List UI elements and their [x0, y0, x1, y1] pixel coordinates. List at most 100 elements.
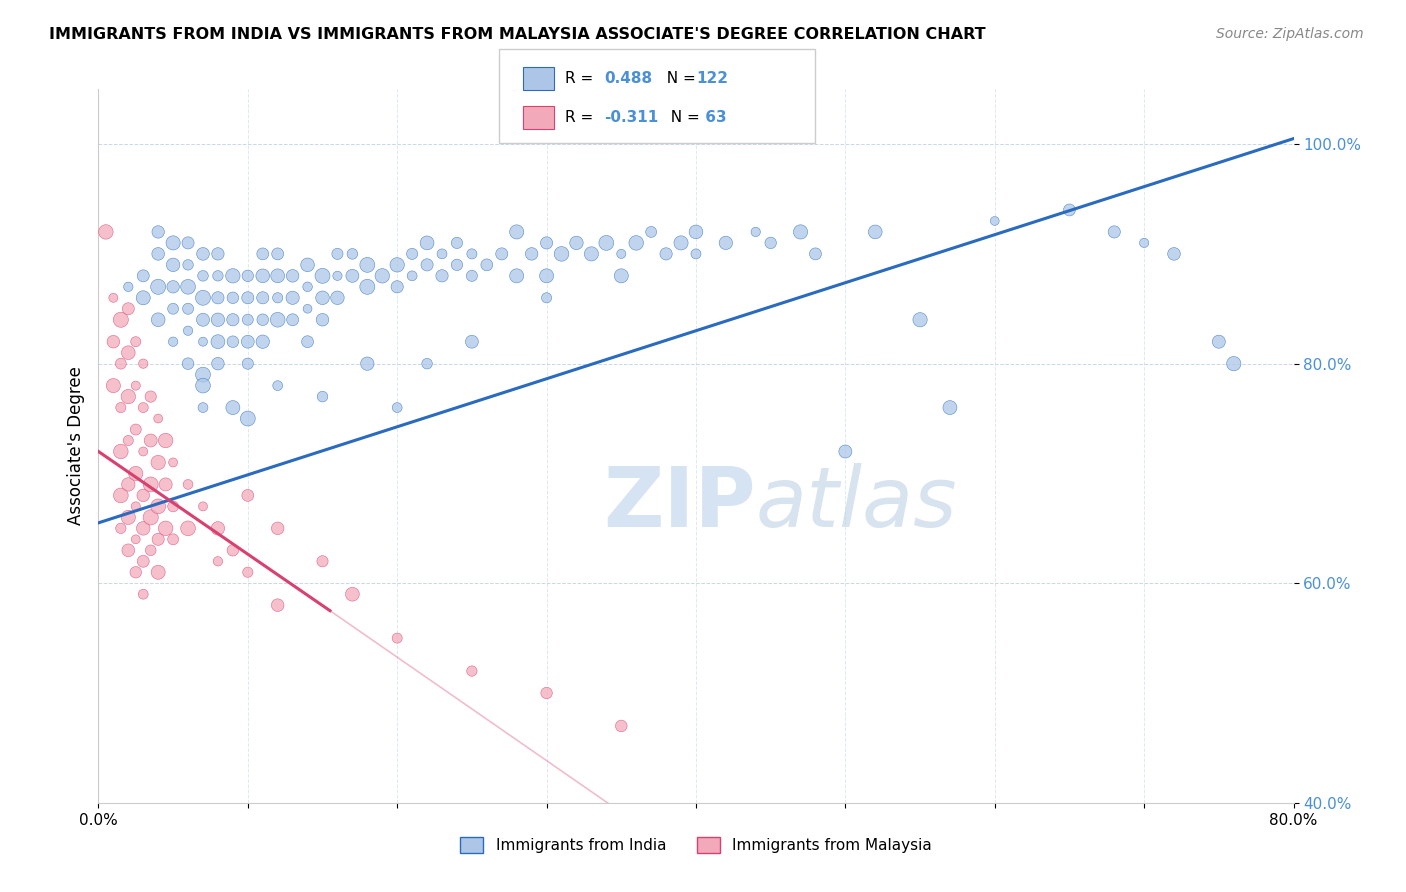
- Point: [177, 521, 200, 535]
- Point: [222, 334, 245, 349]
- Point: [342, 268, 364, 283]
- Point: [610, 247, 633, 261]
- Text: IMMIGRANTS FROM INDIA VS IMMIGRANTS FROM MALAYSIA ASSOCIATE'S DEGREE CORRELATION: IMMIGRANTS FROM INDIA VS IMMIGRANTS FROM…: [49, 27, 986, 42]
- Point: [446, 235, 468, 250]
- Point: [148, 411, 170, 425]
- Point: [139, 477, 162, 491]
- Point: [148, 455, 170, 469]
- Point: [222, 268, 245, 283]
- Point: [236, 488, 259, 502]
- Point: [148, 312, 170, 326]
- Point: [125, 533, 148, 547]
- Point: [117, 280, 139, 294]
- Point: [506, 268, 529, 283]
- Point: [252, 247, 274, 261]
- Point: [117, 543, 139, 558]
- Point: [191, 368, 214, 382]
- Point: [506, 225, 529, 239]
- Point: [745, 225, 768, 239]
- Point: [148, 225, 170, 239]
- Point: [222, 543, 245, 558]
- Point: [236, 268, 259, 283]
- Point: [148, 566, 170, 580]
- Point: [191, 401, 214, 415]
- Point: [191, 268, 214, 283]
- Point: [610, 719, 633, 733]
- Point: [110, 401, 132, 415]
- Point: [191, 291, 214, 305]
- Point: [267, 598, 290, 612]
- Point: [103, 334, 125, 349]
- Point: [139, 510, 162, 524]
- Point: [236, 334, 259, 349]
- Point: [148, 533, 170, 547]
- Point: [416, 235, 439, 250]
- Text: -0.311: -0.311: [605, 111, 659, 125]
- Point: [267, 247, 290, 261]
- Point: [139, 434, 162, 448]
- Point: [110, 357, 132, 371]
- Point: [267, 521, 290, 535]
- Point: [125, 378, 148, 392]
- Point: [110, 521, 132, 535]
- Point: [461, 247, 484, 261]
- Point: [117, 434, 139, 448]
- Point: [326, 268, 349, 283]
- Point: [356, 280, 378, 294]
- Point: [117, 390, 139, 404]
- Point: [132, 554, 155, 568]
- Point: [267, 378, 290, 392]
- Text: Source: ZipAtlas.com: Source: ZipAtlas.com: [1216, 27, 1364, 41]
- Point: [117, 477, 139, 491]
- Point: [342, 587, 364, 601]
- Point: [640, 225, 662, 239]
- Point: [148, 247, 170, 261]
- Point: [191, 500, 214, 514]
- Point: [804, 247, 827, 261]
- Point: [162, 235, 184, 250]
- Text: N =: N =: [661, 111, 704, 125]
- Text: 0.488: 0.488: [605, 71, 652, 86]
- Point: [139, 390, 162, 404]
- Point: [132, 291, 155, 305]
- Point: [177, 357, 200, 371]
- Point: [117, 510, 139, 524]
- Point: [267, 312, 290, 326]
- Point: [714, 235, 737, 250]
- Point: [536, 235, 558, 250]
- Point: [356, 258, 378, 272]
- Point: [550, 247, 572, 261]
- Point: [236, 566, 259, 580]
- Point: [297, 301, 319, 316]
- Point: [401, 247, 423, 261]
- Point: [311, 390, 333, 404]
- Point: [103, 378, 125, 392]
- Point: [162, 301, 184, 316]
- Point: [281, 312, 304, 326]
- Point: [125, 500, 148, 514]
- Text: R =: R =: [565, 71, 599, 86]
- Point: [132, 521, 155, 535]
- Point: [132, 401, 155, 415]
- Point: [191, 312, 214, 326]
- Point: [177, 280, 200, 294]
- Point: [475, 258, 498, 272]
- Point: [252, 312, 274, 326]
- Point: [326, 247, 349, 261]
- Y-axis label: Associate's Degree: Associate's Degree: [66, 367, 84, 525]
- Point: [581, 247, 603, 261]
- Point: [685, 225, 707, 239]
- Point: [416, 258, 439, 272]
- Point: [491, 247, 513, 261]
- Point: [610, 268, 633, 283]
- Point: [125, 566, 148, 580]
- Point: [162, 258, 184, 272]
- Point: [177, 235, 200, 250]
- Point: [461, 334, 484, 349]
- Point: [908, 312, 931, 326]
- Point: [207, 554, 229, 568]
- Point: [94, 225, 117, 239]
- Text: 122: 122: [696, 71, 728, 86]
- Point: [177, 324, 200, 338]
- Point: [236, 312, 259, 326]
